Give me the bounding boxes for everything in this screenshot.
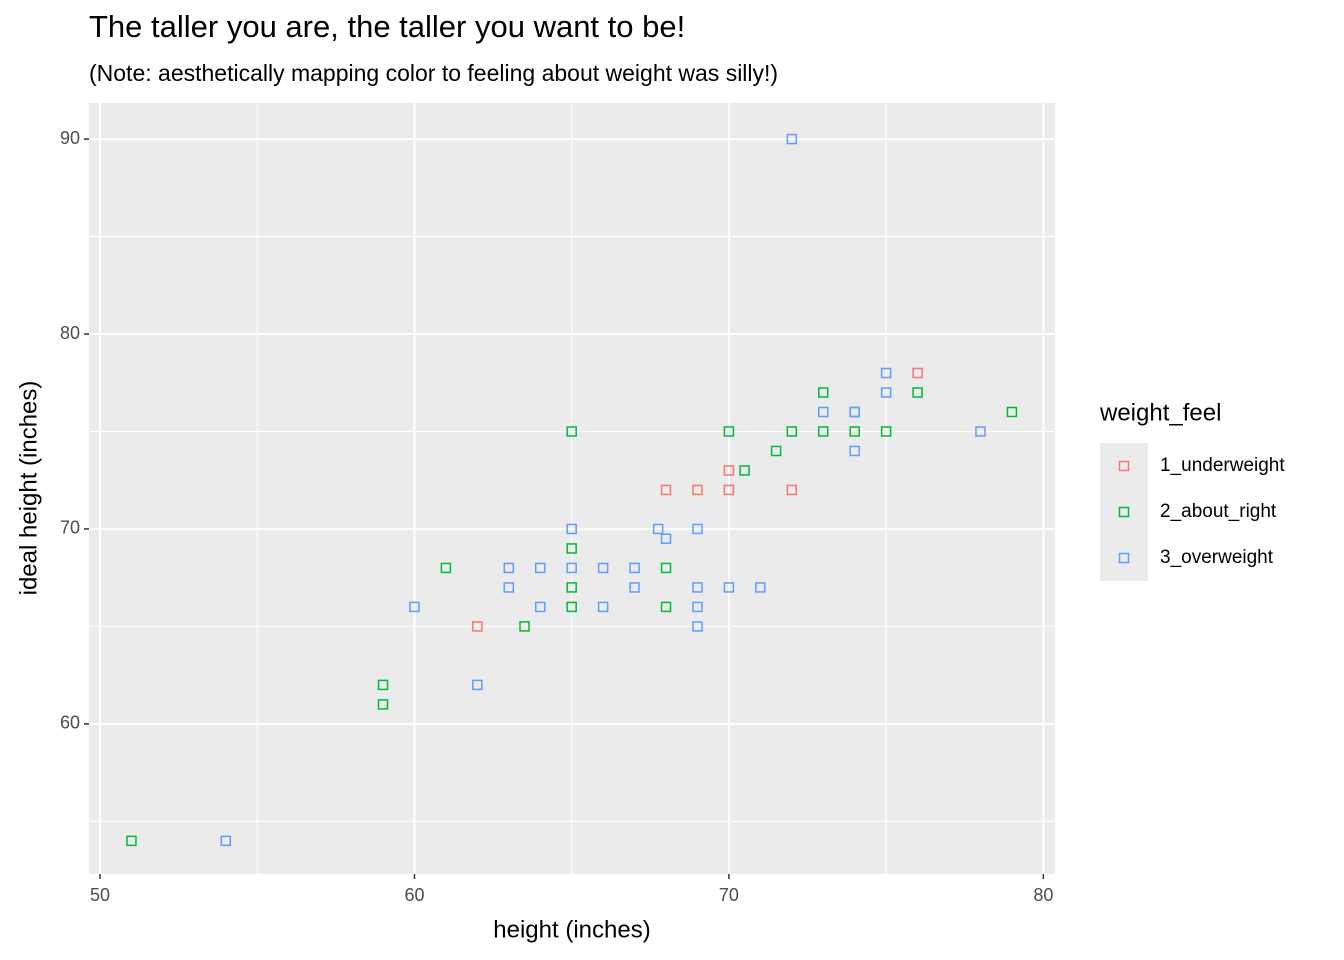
- point: [597, 601, 609, 613]
- legend-key: [1118, 460, 1130, 472]
- point: [566, 543, 577, 554]
- point: [723, 484, 735, 496]
- y-tick-label: 70: [60, 518, 80, 538]
- point: [786, 426, 798, 437]
- legend-label: 1_underweight: [1160, 455, 1285, 476]
- point: [629, 582, 640, 593]
- y-tick-label: 90: [60, 128, 80, 148]
- point: [786, 133, 798, 145]
- point: [817, 406, 829, 418]
- point: [519, 621, 530, 632]
- point: [220, 835, 232, 847]
- point: [660, 484, 672, 496]
- x-axis-label: height (inches): [493, 916, 650, 943]
- point: [126, 835, 137, 847]
- point: [849, 406, 860, 418]
- point: [472, 621, 483, 632]
- x-tick-label: 70: [719, 885, 739, 905]
- legend-label: 2_about_right: [1160, 501, 1277, 522]
- point: [652, 523, 664, 535]
- point: [755, 582, 766, 593]
- point: [566, 562, 577, 574]
- y-tick-label: 60: [60, 713, 80, 733]
- point: [723, 426, 735, 437]
- point: [566, 601, 577, 613]
- point: [912, 367, 923, 379]
- point: [503, 582, 515, 593]
- legend-key: [1118, 552, 1130, 564]
- chart-subtitle: (Note: aesthetically mapping color to fe…: [89, 60, 778, 86]
- point: [692, 601, 703, 613]
- point: [912, 387, 923, 398]
- point: [377, 679, 389, 691]
- point: [723, 582, 735, 593]
- point: [692, 582, 703, 593]
- point: [629, 562, 640, 574]
- point: [723, 465, 735, 476]
- point: [849, 426, 860, 437]
- point: [660, 601, 672, 613]
- point: [660, 562, 672, 574]
- point: [566, 582, 577, 593]
- legend-label: 3_overweight: [1160, 547, 1274, 568]
- point: [739, 465, 750, 476]
- point: [817, 387, 829, 398]
- legend-key-background: [1100, 443, 1148, 581]
- x-tick-label: 80: [1033, 885, 1053, 905]
- point: [849, 445, 860, 457]
- point: [472, 679, 483, 691]
- point: [880, 426, 892, 437]
- point: [770, 445, 782, 457]
- point: [566, 523, 577, 535]
- point: [440, 562, 452, 574]
- point: [786, 484, 798, 496]
- point: [377, 699, 389, 710]
- legend-title: weight_feel: [1099, 399, 1221, 426]
- point: [817, 426, 829, 437]
- x-tick-label: 60: [404, 885, 424, 905]
- point: [1006, 406, 1018, 418]
- point: [975, 426, 986, 437]
- point: [692, 621, 703, 632]
- point: [660, 533, 672, 544]
- x-tick-label: 50: [90, 885, 110, 905]
- point: [534, 601, 546, 613]
- point: [409, 601, 420, 613]
- point: [880, 387, 892, 398]
- point: [503, 562, 515, 574]
- y-tick-label: 80: [60, 323, 80, 343]
- point: [597, 562, 609, 574]
- point: [566, 426, 577, 437]
- chart-title: The taller you are, the taller you want …: [89, 9, 685, 44]
- y-axis-label: ideal height (inches): [15, 381, 42, 596]
- point: [692, 484, 703, 496]
- point: [880, 367, 892, 379]
- point: [692, 523, 703, 535]
- point: [534, 562, 546, 574]
- legend-key: [1118, 506, 1130, 518]
